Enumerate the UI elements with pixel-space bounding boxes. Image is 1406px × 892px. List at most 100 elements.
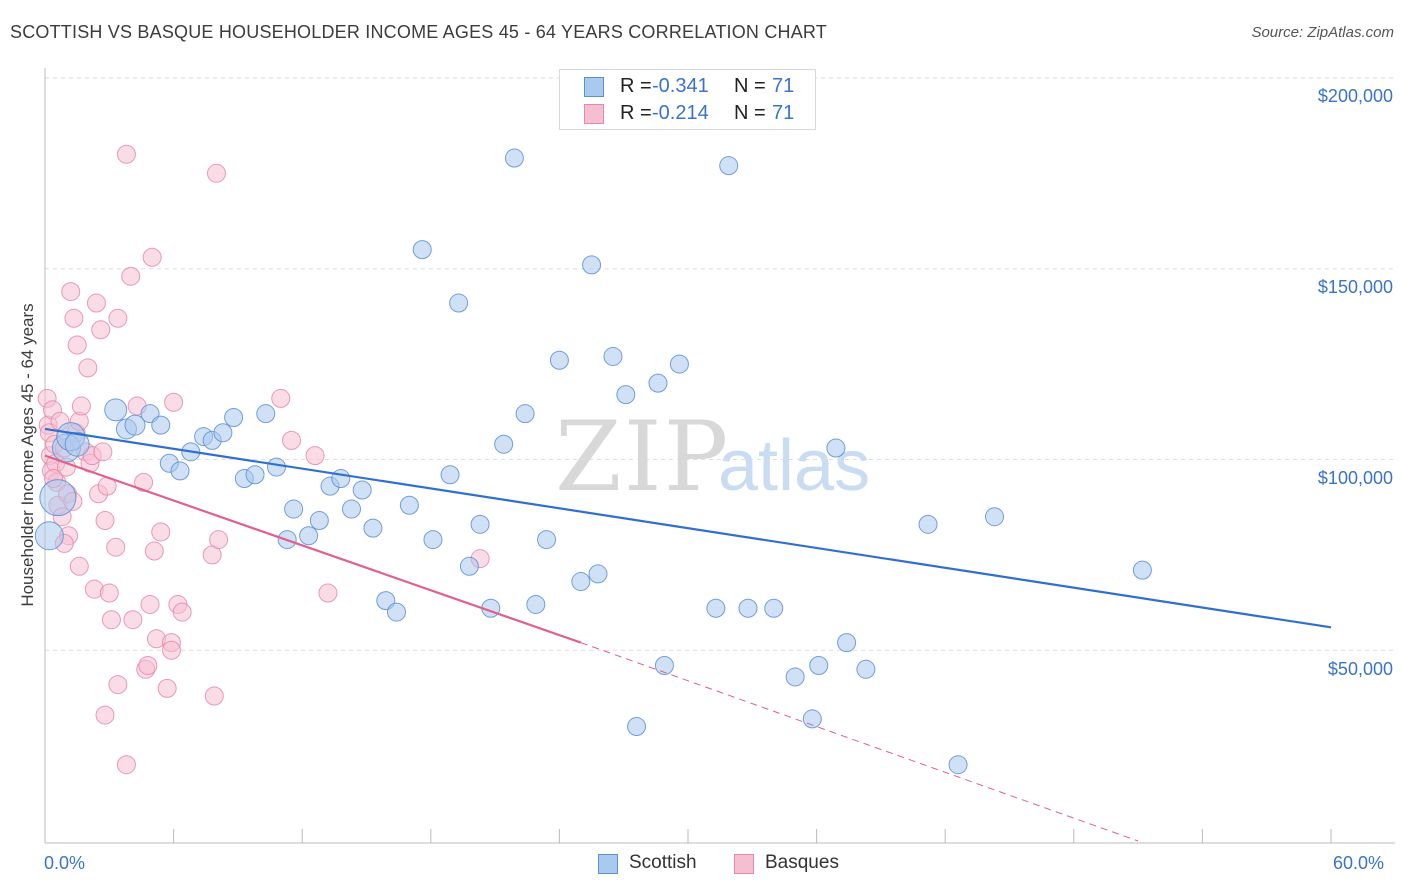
- chart-title: SCOTTISH VS BASQUE HOUSEHOLDER INCOME AG…: [10, 22, 827, 42]
- basques-point: [78, 358, 98, 378]
- correlation-legend: R = -0.341 N = 71 R = -0.214 N = 71: [559, 69, 816, 130]
- r-label: R =: [620, 75, 652, 97]
- basques-point: [67, 335, 87, 355]
- scottish-point: [719, 156, 739, 176]
- scottish-point: [459, 556, 479, 576]
- scottish-point: [856, 659, 876, 679]
- scottish-point: [399, 495, 419, 515]
- x-tick-max: 60.0%: [1333, 853, 1385, 873]
- scottish-point: [151, 415, 171, 435]
- basques-point: [281, 430, 301, 450]
- basques-point: [161, 640, 181, 660]
- scottish-point: [34, 521, 64, 551]
- scottish-swatch: [598, 854, 618, 874]
- scottish-point: [363, 518, 383, 538]
- basques-point: [142, 247, 162, 267]
- scottish-point: [706, 598, 726, 618]
- basques-point: [64, 308, 84, 328]
- scottish-point: [738, 598, 758, 618]
- basques-point: [172, 602, 192, 622]
- scottish-point: [64, 431, 90, 457]
- basques-point: [206, 163, 226, 183]
- r-label: R =: [620, 102, 652, 124]
- basques-point: [134, 472, 154, 492]
- basques-point: [151, 522, 171, 542]
- watermark-atlas: atlas: [718, 426, 870, 506]
- scottish-point: [918, 514, 938, 534]
- n-label: N =: [734, 75, 766, 97]
- basques-point: [86, 293, 106, 313]
- basques-point: [144, 541, 164, 561]
- basques-point: [140, 594, 160, 614]
- source-label: Source: ZipAtlas.com: [1251, 24, 1394, 41]
- scottish-point: [39, 479, 77, 517]
- scottish-swatch: [584, 77, 604, 97]
- scottish-point: [809, 655, 829, 675]
- scottish-point: [423, 530, 443, 550]
- scottish-legend-label: Scottish: [629, 852, 697, 873]
- scottish-point: [309, 511, 329, 531]
- scottish-point: [284, 499, 304, 519]
- basques-point: [95, 511, 115, 531]
- scottish-point: [256, 404, 276, 424]
- scottish-point: [412, 240, 432, 260]
- scottish-point: [299, 526, 319, 546]
- basques-point: [121, 266, 141, 286]
- scottish-point: [504, 148, 524, 168]
- scottish-point: [537, 530, 557, 550]
- x-tick-min: 0.0%: [44, 853, 86, 873]
- scottish-point: [124, 414, 146, 436]
- scottish-point: [826, 438, 846, 458]
- scottish-point: [213, 423, 233, 443]
- basques-point: [101, 610, 121, 630]
- scottish-point: [588, 564, 608, 584]
- basques-point: [305, 446, 325, 466]
- scottish-point: [266, 457, 286, 477]
- scottish-point: [603, 346, 623, 366]
- basques-point: [99, 583, 119, 603]
- scottish-point: [449, 293, 469, 313]
- scottish-point: [948, 755, 968, 775]
- basques-swatch: [734, 854, 754, 874]
- scottish-point: [837, 633, 857, 653]
- basques-point: [138, 655, 158, 675]
- scottish-point: [352, 480, 372, 500]
- scottish-point: [984, 507, 1004, 527]
- basques-point: [318, 583, 338, 603]
- scottish-point: [571, 572, 591, 592]
- basques-point: [61, 282, 81, 302]
- scottish-point: [440, 465, 460, 485]
- basques-point: [116, 755, 136, 775]
- basques-trend-line: [44, 454, 582, 644]
- basques-point: [106, 537, 126, 557]
- basques-point: [116, 144, 136, 164]
- y-tick-200000: $200,000: [1317, 86, 1393, 106]
- scottish-point: [549, 350, 569, 370]
- basques-point: [164, 392, 184, 412]
- scottish-point: [224, 407, 244, 427]
- scottish-trend-line: [44, 427, 1332, 629]
- scottish-point: [526, 594, 546, 614]
- watermark-zip: ZIP: [555, 401, 730, 513]
- scottish-point: [616, 385, 636, 405]
- scottish-point: [515, 404, 535, 424]
- scottish-point: [785, 667, 805, 687]
- scottish-point: [387, 602, 407, 622]
- basques-point: [108, 675, 128, 695]
- scottish-point: [170, 461, 190, 481]
- basques-point: [123, 610, 143, 630]
- y-tick-150000: $150,000: [1317, 277, 1393, 297]
- basques-swatch: [584, 104, 604, 124]
- scottish-point: [331, 469, 351, 489]
- scottish-point: [104, 398, 128, 422]
- scottish-point: [654, 655, 674, 675]
- y-tick-100000: $100,000: [1317, 468, 1393, 488]
- basques-point: [91, 320, 111, 340]
- basques-r-value: -0.214: [652, 102, 709, 124]
- basques-point: [71, 396, 91, 416]
- basques-trend-extension: [580, 642, 1139, 842]
- scottish-point: [627, 717, 647, 737]
- basques-legend-label: Basques: [765, 852, 839, 873]
- basques-point: [209, 530, 229, 550]
